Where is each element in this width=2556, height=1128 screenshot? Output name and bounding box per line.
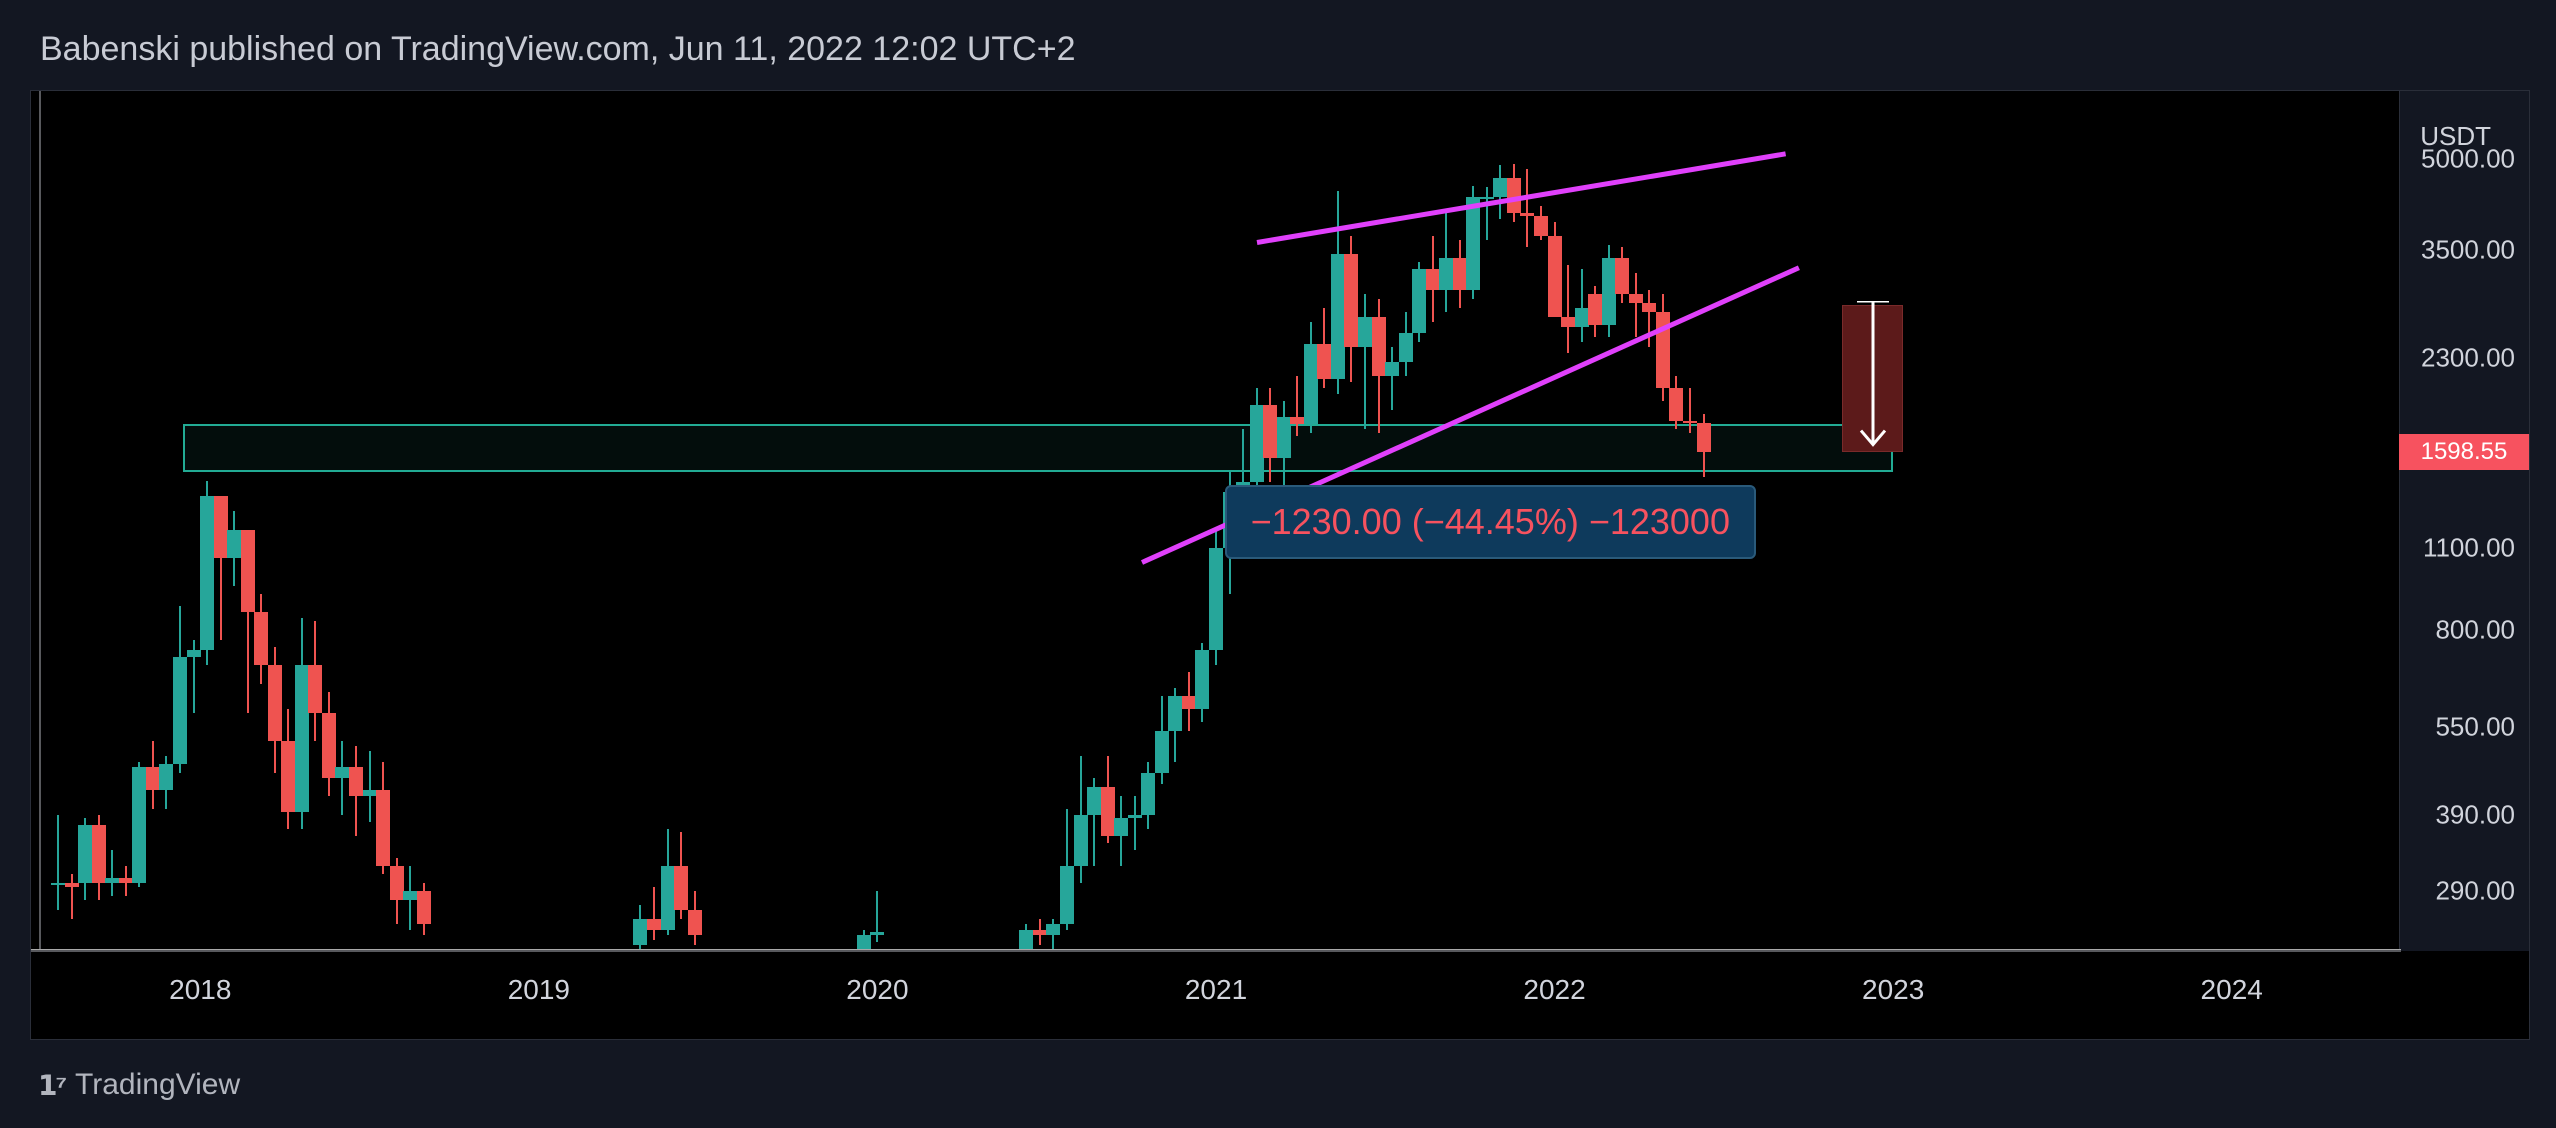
x-axis[interactable]: 2018 2019 2020 2021 2022 2023 2024	[31, 949, 2401, 1039]
candle[interactable]	[241, 91, 255, 951]
candle[interactable]	[105, 91, 119, 951]
candle[interactable]	[200, 91, 214, 951]
candle[interactable]	[349, 91, 363, 951]
candle[interactable]	[688, 91, 702, 951]
candle[interactable]	[214, 91, 228, 951]
candle[interactable]	[187, 91, 201, 951]
y-tick-label: 390.00	[2435, 800, 2515, 831]
candle[interactable]	[295, 91, 309, 951]
position-info-label[interactable]: −1230.00 (−44.45%) −123000	[1225, 485, 1756, 559]
candle[interactable]	[661, 91, 675, 951]
candle[interactable]	[1060, 91, 1074, 951]
x-tick-label: 2024	[2201, 974, 2263, 1006]
candle[interactable]	[1074, 91, 1088, 951]
candle[interactable]	[1087, 91, 1101, 951]
candle[interactable]	[1114, 91, 1128, 951]
y-tick-label: 550.00	[2435, 711, 2515, 742]
current-price-badge: 1598.55	[2399, 434, 2529, 470]
candle[interactable]	[1128, 91, 1142, 951]
x-tick-label: 2021	[1185, 974, 1247, 1006]
candle[interactable]	[254, 91, 268, 951]
x-tick-label: 2022	[1523, 974, 1585, 1006]
candle[interactable]	[132, 91, 146, 951]
plot-area[interactable]: −1230.00 (−44.45%) −123000	[31, 91, 2401, 951]
candle[interactable]	[674, 91, 688, 951]
candle[interactable]	[403, 91, 417, 951]
candle[interactable]	[335, 91, 349, 951]
chart-frame: −1230.00 (−44.45%) −123000 USDT 290.0039…	[30, 90, 2530, 1040]
candle[interactable]	[870, 91, 884, 951]
candle[interactable]	[1168, 91, 1182, 951]
candle[interactable]	[1101, 91, 1115, 951]
candle[interactable]	[119, 91, 133, 951]
y-tick-label: 290.00	[2435, 876, 2515, 907]
x-tick-label: 2023	[1862, 974, 1924, 1006]
y-tick-label: 3500.00	[2421, 235, 2515, 266]
candle[interactable]	[78, 91, 92, 951]
candle[interactable]	[281, 91, 295, 951]
candle[interactable]	[1046, 91, 1060, 951]
candle[interactable]	[376, 91, 390, 951]
candle[interactable]	[647, 91, 661, 951]
candle[interactable]	[92, 91, 106, 951]
y-tick-label: 5000.00	[2421, 143, 2515, 174]
candle[interactable]	[227, 91, 241, 951]
candle[interactable]	[390, 91, 404, 951]
candle[interactable]	[1033, 91, 1047, 951]
candle[interactable]	[1195, 91, 1209, 951]
x-axis-line	[31, 950, 2401, 952]
brand-label: TradingView	[75, 1068, 240, 1102]
y-tick-label: 800.00	[2435, 615, 2515, 646]
candle[interactable]	[65, 91, 79, 951]
y-axis[interactable]: USDT 290.00390.00550.00800.001100.001598…	[2399, 91, 2529, 951]
candle[interactable]	[268, 91, 282, 951]
candle[interactable]	[857, 91, 871, 951]
candle[interactable]	[1141, 91, 1155, 951]
candle[interactable]	[1155, 91, 1169, 951]
candle[interactable]	[308, 91, 322, 951]
candle[interactable]	[173, 91, 187, 951]
y-tick-label: 2300.00	[2421, 343, 2515, 374]
short-arrow-icon	[1853, 301, 1893, 465]
candle[interactable]	[146, 91, 160, 951]
x-tick-label: 2019	[508, 974, 570, 1006]
candle[interactable]	[51, 91, 65, 951]
candle[interactable]	[633, 91, 647, 951]
tradingview-logo-icon: 𝟭⁷	[38, 1069, 65, 1102]
chart-title: Babenski published on TradingView.com, J…	[40, 30, 1075, 69]
candle[interactable]	[1182, 91, 1196, 951]
x-tick-label: 2018	[169, 974, 231, 1006]
candle[interactable]	[1209, 91, 1223, 951]
candle[interactable]	[417, 91, 431, 951]
x-tick-label: 2020	[846, 974, 908, 1006]
candle[interactable]	[363, 91, 377, 951]
candle[interactable]	[1019, 91, 1033, 951]
candle[interactable]	[322, 91, 336, 951]
y-tick-label: 1100.00	[2423, 533, 2515, 564]
candle[interactable]	[159, 91, 173, 951]
footer-brand: 𝟭⁷ TradingView	[38, 1068, 240, 1102]
